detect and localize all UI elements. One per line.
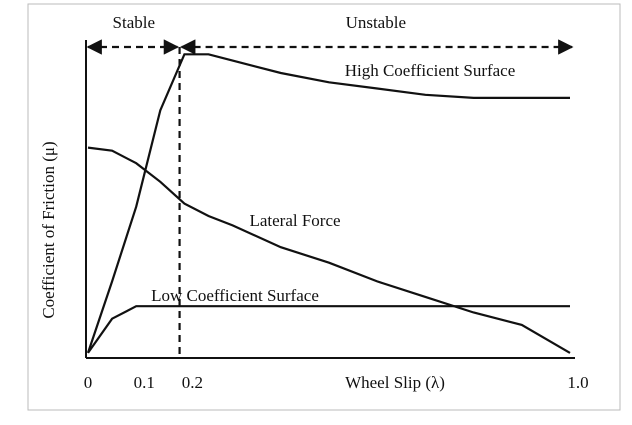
curve: [87, 146, 571, 354]
region-label: Stable: [113, 13, 156, 32]
x-tick-label: 0.1: [134, 373, 155, 392]
curve: [87, 305, 570, 354]
region-label: Unstable: [346, 13, 406, 32]
x-tick-label: 1.0: [567, 373, 588, 392]
curve-label: Low Coefficient Surface: [151, 286, 319, 305]
curve-label: Lateral Force: [249, 211, 340, 230]
curve-label: High Coefficient Surface: [345, 61, 516, 80]
x-axis-label: Wheel Slip (λ): [345, 373, 445, 392]
x-tick-label: 0.2: [182, 373, 203, 392]
frame: [27, 3, 621, 411]
x-tick-label: 0: [84, 373, 93, 392]
curve: [86, 53, 570, 354]
y-axis-label: Coefficient of Friction (μ): [39, 141, 58, 318]
